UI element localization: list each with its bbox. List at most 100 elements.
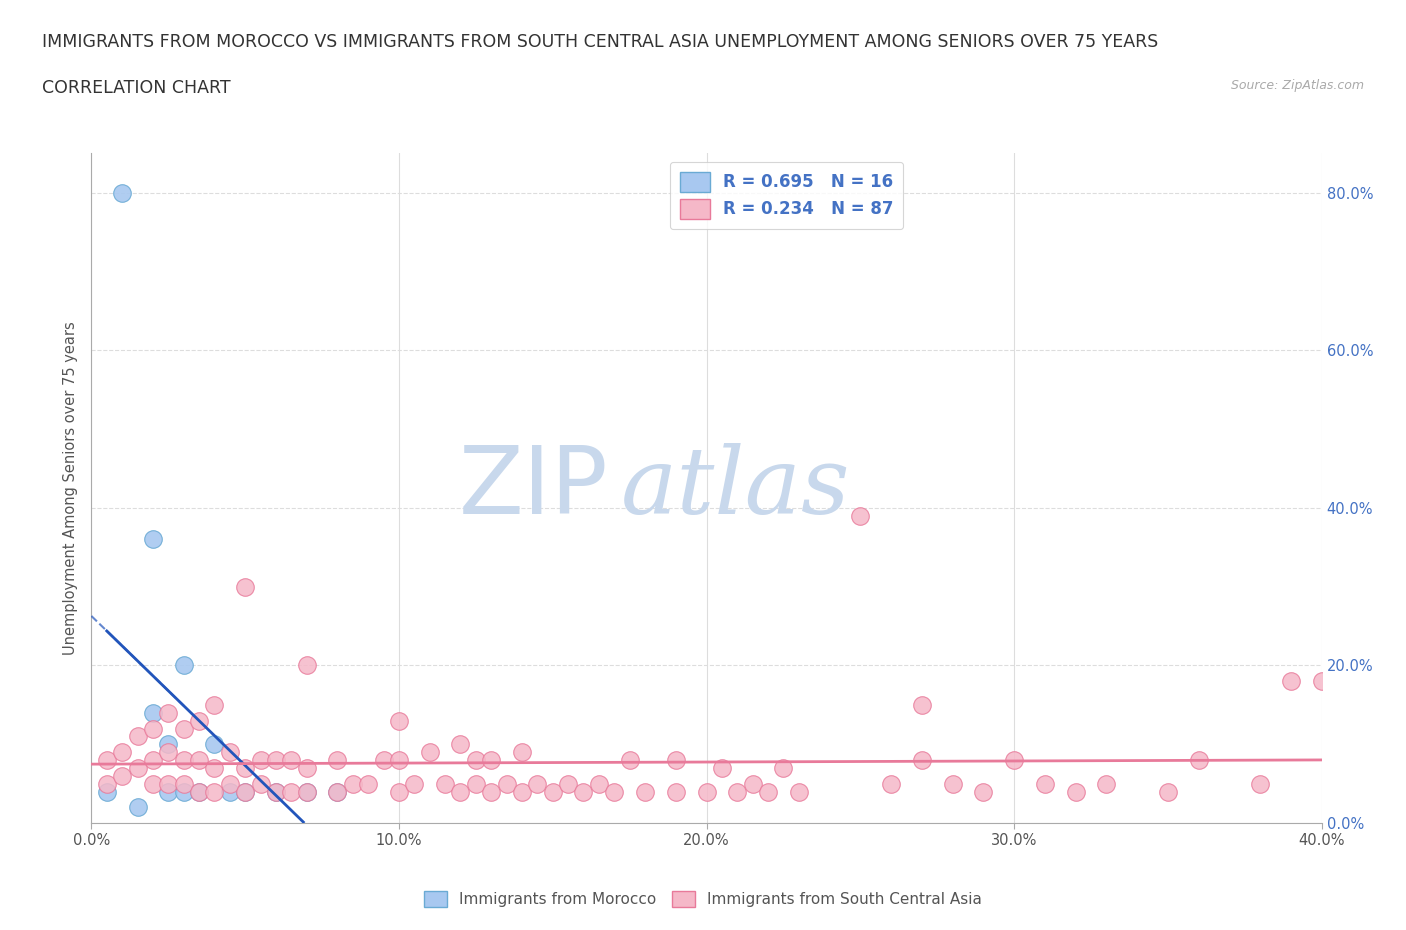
Point — [942, 777, 965, 791]
Point — [127, 761, 149, 776]
Point — [295, 761, 318, 776]
Point — [1064, 784, 1087, 799]
Legend: Immigrants from Morocco, Immigrants from South Central Asia: Immigrants from Morocco, Immigrants from… — [418, 884, 988, 913]
Point — [756, 784, 779, 799]
Point — [972, 784, 994, 799]
Point — [188, 784, 211, 799]
Point — [96, 784, 118, 799]
Point — [526, 777, 548, 791]
Point — [249, 752, 271, 767]
Point — [634, 784, 657, 799]
Point — [233, 784, 256, 799]
Point — [1310, 674, 1333, 689]
Point — [111, 745, 134, 760]
Point — [541, 784, 564, 799]
Point — [280, 752, 302, 767]
Point — [772, 761, 794, 776]
Point — [173, 777, 195, 791]
Point — [111, 768, 134, 783]
Point — [173, 721, 195, 736]
Point — [142, 705, 165, 720]
Point — [464, 752, 486, 767]
Point — [342, 777, 364, 791]
Point — [202, 784, 225, 799]
Point — [464, 777, 486, 791]
Point — [357, 777, 380, 791]
Point — [434, 777, 457, 791]
Point — [725, 784, 748, 799]
Point — [510, 745, 533, 760]
Point — [157, 705, 180, 720]
Point — [142, 752, 165, 767]
Point — [142, 777, 165, 791]
Text: IMMIGRANTS FROM MOROCCO VS IMMIGRANTS FROM SOUTH CENTRAL ASIA UNEMPLOYMENT AMONG: IMMIGRANTS FROM MOROCCO VS IMMIGRANTS FR… — [42, 33, 1159, 50]
Point — [557, 777, 579, 791]
Point — [326, 784, 349, 799]
Point — [188, 784, 211, 799]
Point — [510, 784, 533, 799]
Point — [741, 777, 763, 791]
Point — [1249, 777, 1271, 791]
Point — [710, 761, 733, 776]
Point — [588, 777, 610, 791]
Point — [326, 784, 349, 799]
Point — [157, 777, 180, 791]
Point — [157, 784, 180, 799]
Point — [96, 752, 118, 767]
Point — [787, 784, 810, 799]
Point — [157, 737, 180, 751]
Point — [1033, 777, 1056, 791]
Point — [218, 745, 240, 760]
Point — [479, 752, 502, 767]
Point — [326, 752, 349, 767]
Point — [264, 784, 287, 799]
Point — [188, 752, 211, 767]
Point — [603, 784, 626, 799]
Text: atlas: atlas — [620, 444, 849, 533]
Point — [173, 752, 195, 767]
Point — [665, 752, 688, 767]
Point — [295, 784, 318, 799]
Point — [127, 729, 149, 744]
Point — [202, 698, 225, 712]
Point — [449, 737, 471, 751]
Point — [233, 784, 256, 799]
Point — [572, 784, 595, 799]
Point — [419, 745, 441, 760]
Point — [173, 784, 195, 799]
Point — [1095, 777, 1118, 791]
Point — [479, 784, 502, 799]
Point — [1157, 784, 1180, 799]
Point — [127, 800, 149, 815]
Point — [142, 532, 165, 547]
Point — [619, 752, 641, 767]
Point — [880, 777, 903, 791]
Point — [388, 752, 411, 767]
Point — [264, 784, 287, 799]
Text: CORRELATION CHART: CORRELATION CHART — [42, 79, 231, 97]
Point — [111, 185, 134, 200]
Point — [696, 784, 718, 799]
Point — [249, 777, 271, 791]
Point — [849, 509, 872, 524]
Point — [665, 784, 688, 799]
Point — [264, 752, 287, 767]
Point — [388, 784, 411, 799]
Point — [188, 713, 211, 728]
Point — [404, 777, 426, 791]
Point — [495, 777, 517, 791]
Text: Source: ZipAtlas.com: Source: ZipAtlas.com — [1230, 79, 1364, 92]
Point — [388, 713, 411, 728]
Point — [911, 752, 934, 767]
Point — [173, 658, 195, 673]
Point — [218, 777, 240, 791]
Point — [449, 784, 471, 799]
Point — [96, 777, 118, 791]
Point — [202, 761, 225, 776]
Y-axis label: Unemployment Among Seniors over 75 years: Unemployment Among Seniors over 75 years — [63, 322, 79, 655]
Point — [373, 752, 395, 767]
Point — [233, 761, 256, 776]
Point — [218, 784, 240, 799]
Point — [295, 658, 318, 673]
Point — [233, 579, 256, 594]
